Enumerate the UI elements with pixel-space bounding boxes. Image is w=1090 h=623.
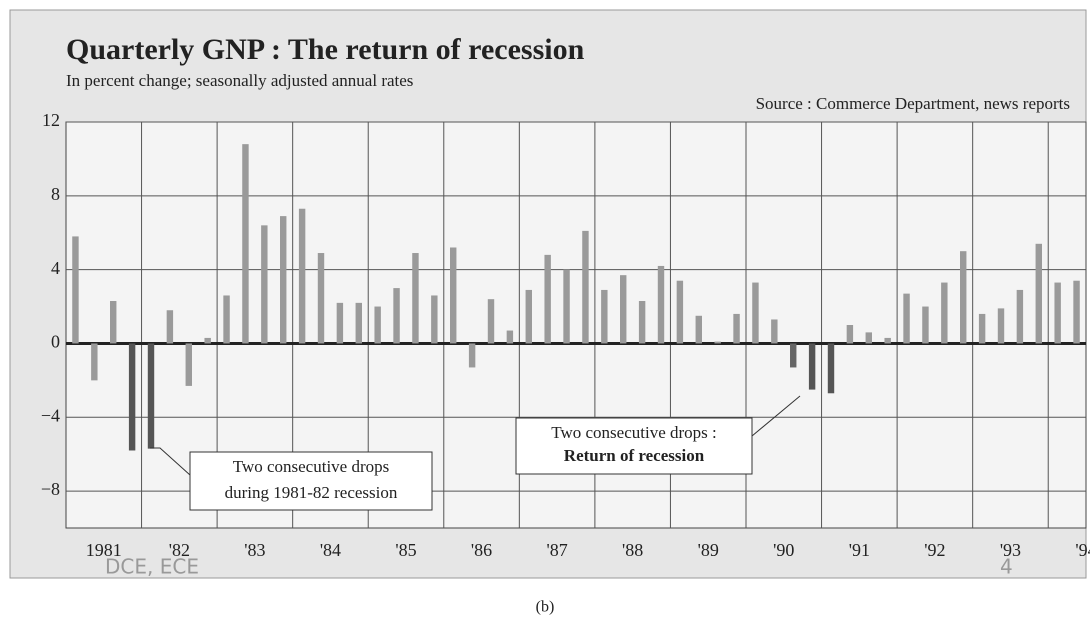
bar <box>506 330 514 344</box>
bar <box>72 236 79 344</box>
bar <box>166 310 174 344</box>
bar <box>790 343 797 368</box>
bar <box>638 301 646 344</box>
annotation-text: Two consecutive drops : <box>551 423 716 442</box>
bar <box>298 208 306 344</box>
annotation-1: Two consecutive drops during 1981-82 rec… <box>150 447 433 511</box>
bar <box>110 301 117 344</box>
bar <box>1073 280 1080 344</box>
bar <box>147 343 155 449</box>
x-tick-label: '85 <box>395 540 416 560</box>
annotation-2: Two consecutive drops : Return of recess… <box>515 395 801 475</box>
bar <box>450 247 457 344</box>
bar <box>204 337 211 344</box>
y-tick-label: −4 <box>41 405 60 425</box>
bar <box>997 308 1005 344</box>
bar <box>412 253 419 344</box>
bar <box>752 282 759 344</box>
bar <box>1035 243 1042 344</box>
bar <box>771 319 778 344</box>
x-tick-label: '82 <box>169 540 190 560</box>
x-tick-label: '88 <box>622 540 643 560</box>
bar <box>846 325 854 344</box>
bar <box>563 269 570 344</box>
bar <box>261 225 268 344</box>
bar <box>601 289 608 344</box>
x-tick-label: '92 <box>924 540 945 560</box>
x-tick-label: '94 <box>1075 540 1090 560</box>
bar <box>468 343 476 368</box>
bar <box>393 288 400 344</box>
bar <box>317 253 325 344</box>
bar <box>336 302 344 344</box>
x-tick-label: 1981 <box>86 540 122 560</box>
annotation-arrow <box>751 395 801 437</box>
caption: (b) <box>536 599 555 616</box>
bar <box>374 306 381 344</box>
bar <box>960 251 967 344</box>
annotation-text: during 1981-82 recession <box>225 483 398 502</box>
page-number: 4 <box>1000 555 1013 579</box>
y-tick-label: −8 <box>41 479 60 499</box>
bar <box>676 280 684 344</box>
annotation-text: Return of recession <box>564 446 705 465</box>
annotation-box <box>515 417 753 475</box>
bar <box>865 332 872 344</box>
x-tick-label: '84 <box>320 540 341 560</box>
bar <box>620 275 627 344</box>
bar <box>355 302 362 344</box>
bar <box>978 313 986 344</box>
subtitle: In percent change; seasonally adjusted a… <box>66 71 413 90</box>
y-tick-label: 0 <box>51 332 60 352</box>
x-tick-label: '87 <box>546 540 567 560</box>
bar <box>544 254 551 344</box>
annotation-arrow <box>150 447 191 476</box>
bar <box>1016 289 1024 344</box>
x-tick-label: '86 <box>471 540 492 560</box>
bar <box>91 343 98 381</box>
bar <box>431 295 438 344</box>
bar <box>884 337 891 344</box>
source: Source : Commerce Department, news repor… <box>756 94 1070 113</box>
bar <box>695 315 702 344</box>
bar <box>733 313 740 344</box>
bar <box>582 230 589 344</box>
bar <box>657 265 665 344</box>
annotation-box <box>189 451 433 511</box>
y-tick-label: 4 <box>51 258 60 278</box>
y-tick-label: 12 <box>42 110 60 130</box>
x-tick-label: '90 <box>773 540 794 560</box>
bar <box>242 144 249 344</box>
bar <box>903 293 910 344</box>
bar <box>128 343 136 451</box>
bar <box>223 295 230 344</box>
x-tick-label: '83 <box>244 540 265 560</box>
bar <box>922 306 929 344</box>
footer-left: DCE, ECE <box>105 555 199 579</box>
bar <box>525 289 532 344</box>
bar <box>827 343 835 394</box>
bar <box>185 343 192 386</box>
annotation-text: Two consecutive drops <box>233 457 390 476</box>
x-tick-label: '93 <box>1000 540 1021 560</box>
bar <box>714 341 721 344</box>
y-tick-label: 8 <box>51 184 60 204</box>
bar <box>280 216 287 344</box>
bar <box>808 343 816 390</box>
bar <box>1054 282 1061 344</box>
x-tick-label: '91 <box>849 540 870 560</box>
bar <box>487 299 495 344</box>
bar <box>941 282 948 344</box>
x-tick-label: '89 <box>698 540 719 560</box>
chart-title: Quarterly GNP : The return of recession <box>66 33 585 66</box>
